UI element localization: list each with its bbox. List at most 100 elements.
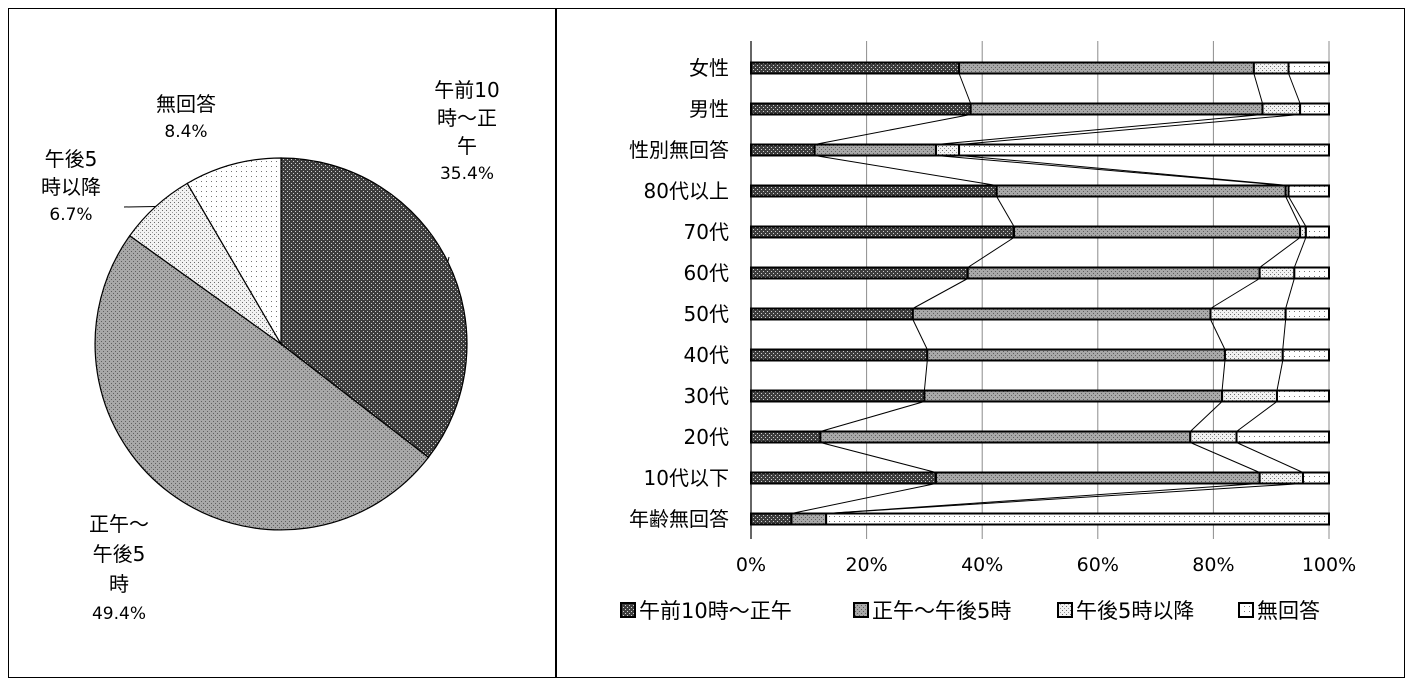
series-line (959, 155, 1289, 186)
bar-segment-evening (1223, 348, 1284, 362)
pie-label-text: 無回答 (156, 92, 216, 116)
bar-segment-no_answer (1299, 102, 1330, 116)
series-line (912, 319, 928, 350)
pie-label-text: 時～正 (437, 106, 497, 130)
pie-label-text: 正午～ (89, 512, 149, 536)
bar-segment-morning (750, 307, 914, 321)
pie-chart: 午前10 時～正午 35.4% 正午～ 午後5 時 49.4% 午後5 時以降 6.7% 無回答 8.… (41, 78, 500, 624)
bar-segment-no_answer (1275, 389, 1330, 403)
x-tick-label: 0% (736, 554, 766, 576)
x-tick-label: 100% (1302, 554, 1356, 576)
bar-segment-afternoon (995, 184, 1287, 198)
series-line (1288, 196, 1307, 227)
pie-value-label: 49.4% (92, 604, 146, 624)
pie-label-text: 午 (457, 134, 477, 158)
series-line (959, 114, 1301, 145)
stacked-bar-chart-panel: 0% 20% 40% 60% 80% 100% 女性 男性 性別無回答 80代以上 70代 60代 50… (556, 8, 1405, 678)
legend-label: 午前10時～正午 (639, 599, 792, 623)
series-line (1282, 319, 1287, 350)
bar-segment-afternoon (969, 102, 1264, 116)
series-line (1259, 237, 1301, 268)
category-label: 40代 (684, 343, 729, 367)
bar-segment-morning (750, 61, 961, 75)
series-line (1236, 442, 1304, 473)
leader-line (447, 256, 450, 262)
bar-segment-evening (934, 143, 961, 157)
bar-segment-no_answer (958, 143, 1330, 157)
bar-segment-morning (750, 389, 926, 403)
leader-line (123, 206, 156, 208)
bar-segment-afternoon (926, 348, 1226, 362)
series-line (912, 278, 968, 309)
pie-label-morning: 午前10 時～正午 35.4% (434, 78, 499, 184)
bar-segment-morning (750, 471, 937, 485)
legend-swatch (1057, 602, 1073, 618)
x-tick-label: 80% (1192, 554, 1234, 576)
category-label: 年齢無回答 (629, 507, 729, 531)
pie-label-text: 時以降 (41, 175, 101, 199)
bar-segment-no_answer (1281, 348, 1331, 362)
series-line (935, 114, 1263, 145)
pie-value-label: 6.7% (49, 205, 92, 225)
category-label: 10代以下 (644, 466, 729, 490)
bar-segment-evening (1258, 471, 1304, 485)
x-tick-label: 60% (1077, 554, 1119, 576)
category-label: 60代 (684, 261, 729, 285)
pie-label-afternoon: 正午～ 午後5 時 49.4% (89, 512, 149, 624)
bar-segment-no_answer (1301, 471, 1330, 485)
legend-label: 午後5時以降 (1076, 599, 1194, 623)
legend-label: 無回答 (1257, 599, 1320, 623)
legend-label: 正午～午後5時 (872, 599, 1011, 623)
bar-segment-morning (750, 102, 972, 116)
legend-swatch (853, 602, 869, 618)
pie-label-text: 午後5 (93, 542, 146, 566)
bar-segment-evening (1189, 430, 1238, 444)
category-label: 性別無回答 (629, 138, 729, 162)
pie-chart-panel: 午前10 時～正午 35.4% 正午～ 午後5 時 49.4% 午後5 時以降 6.7% 無回答 8.… (8, 8, 556, 678)
category-label: 30代 (684, 384, 729, 408)
bar-segment-no_answer (1287, 61, 1330, 75)
series-line (1288, 73, 1301, 104)
series-line (1210, 278, 1260, 309)
legend-item-afternoon: 正午～午後5時 (853, 599, 1011, 623)
pie-value-label: 35.4% (440, 164, 494, 184)
legend-item-no_answer: 無回答 (1238, 599, 1320, 623)
series-line (826, 483, 1304, 514)
bar-segment-evening (1252, 61, 1290, 75)
series-line (1221, 360, 1226, 391)
category-label: 80代以上 (644, 179, 729, 203)
category-label: 70代 (684, 220, 729, 244)
bar-segment-evening (1209, 307, 1287, 321)
bar-segment-morning (750, 348, 929, 362)
bar-segment-afternoon (819, 430, 1192, 444)
pie-label-text: 午前10 (434, 78, 499, 102)
series-line (967, 237, 1015, 268)
bar-segment-afternoon (790, 512, 828, 526)
legend-item-morning: 午前10時～正午 (620, 599, 792, 623)
category-label: 男性 (689, 97, 729, 121)
series-line (1285, 278, 1295, 309)
bar-segment-afternoon (1012, 225, 1302, 239)
pie-slice-afternoon (94, 234, 430, 531)
pie-label-no_answer: 無回答 8.4% (156, 92, 216, 142)
bar-segment-afternoon (958, 61, 1255, 75)
bar-segment-afternoon (923, 389, 1224, 403)
bar-segment-no_answer (1287, 184, 1330, 198)
category-label: 20代 (684, 425, 729, 449)
bar-segment-no_answer (825, 512, 1330, 526)
series-line (814, 114, 971, 145)
series-line (820, 442, 937, 473)
series-line (1210, 319, 1226, 350)
pie-label-text: 時 (109, 572, 129, 596)
series-line (1276, 360, 1284, 391)
x-tick-label: 20% (845, 554, 887, 576)
x-tick-label: 40% (961, 554, 1003, 576)
series-line (935, 155, 1286, 186)
series-line (791, 483, 937, 514)
bar-segment-morning (750, 512, 793, 526)
category-label: 50代 (684, 302, 729, 326)
pie-label-evening: 午後5 時以降 6.7% (41, 147, 101, 225)
bar-segment-no_answer (1293, 266, 1331, 280)
